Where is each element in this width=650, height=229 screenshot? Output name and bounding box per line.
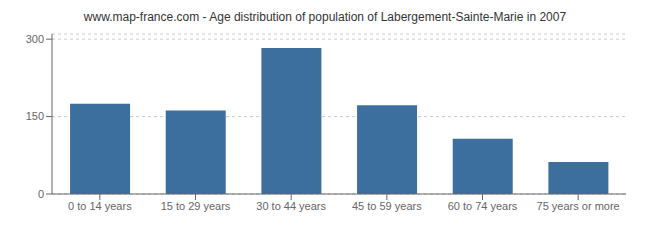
svg-text:30 to 44 years: 30 to 44 years <box>256 200 326 212</box>
svg-text:300: 300 <box>26 33 44 45</box>
svg-text:45 to 59 years: 45 to 59 years <box>352 200 422 212</box>
svg-text:15 to 29 years: 15 to 29 years <box>161 200 231 212</box>
svg-text:75 years or more: 75 years or more <box>537 200 620 212</box>
svg-text:0 to 14 years: 0 to 14 years <box>68 200 132 212</box>
svg-text:60 to 74 years: 60 to 74 years <box>448 200 518 212</box>
svg-text:150: 150 <box>26 110 44 122</box>
svg-text:0: 0 <box>38 188 44 200</box>
html-text:www.map-france.com - Age distr: www.map-france.com - Age distribution of… <box>83 10 567 24</box>
